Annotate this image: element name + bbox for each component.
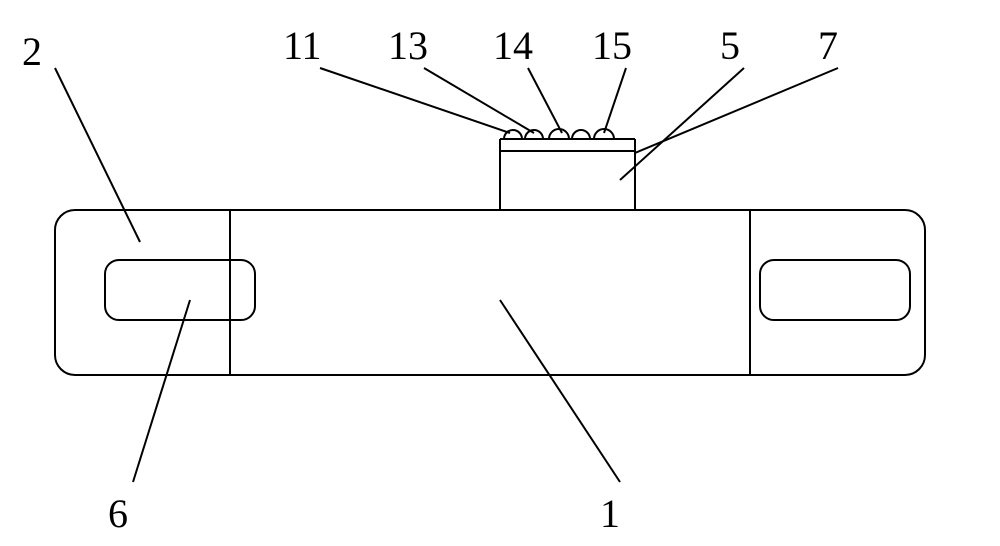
bump-2 bbox=[525, 130, 543, 139]
slot-right bbox=[760, 260, 910, 320]
leader-L6 bbox=[133, 300, 190, 482]
callout-11: 11 bbox=[283, 22, 322, 69]
callout-6: 6 bbox=[108, 490, 128, 537]
bump-4 bbox=[572, 130, 590, 139]
slot-left bbox=[105, 260, 255, 320]
technical-diagram bbox=[0, 0, 1000, 546]
callout-13: 13 bbox=[388, 22, 428, 69]
leader-L7 bbox=[635, 68, 838, 153]
callout-7: 7 bbox=[818, 22, 838, 69]
callout-14: 14 bbox=[493, 22, 533, 69]
bump-3 bbox=[549, 129, 569, 139]
leader-L5 bbox=[620, 68, 744, 180]
callout-5: 5 bbox=[720, 22, 740, 69]
callout-15: 15 bbox=[592, 22, 632, 69]
leader-L14 bbox=[528, 68, 562, 133]
leader-L1 bbox=[500, 300, 620, 482]
callout-2: 2 bbox=[22, 28, 42, 75]
leader-L15 bbox=[604, 68, 626, 133]
leader-L2 bbox=[55, 68, 140, 242]
main-body bbox=[55, 210, 925, 375]
leader-L11 bbox=[320, 68, 510, 133]
callout-1: 1 bbox=[600, 490, 620, 537]
